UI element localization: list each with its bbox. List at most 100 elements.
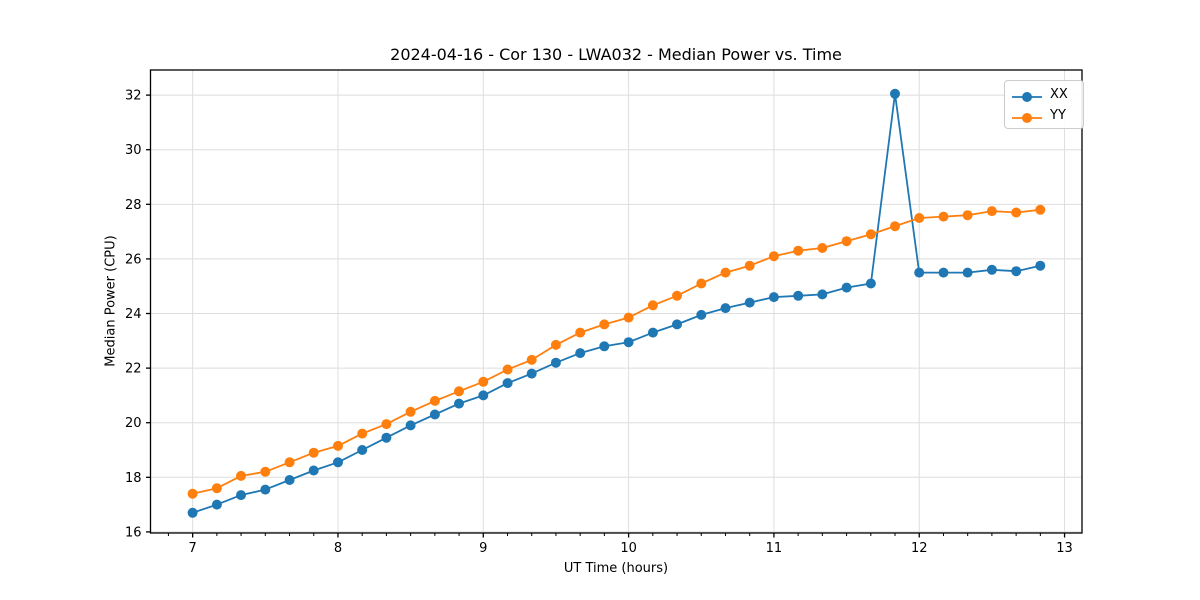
plot-border [149, 69, 1083, 534]
data-point [720, 303, 731, 314]
data-point [502, 364, 513, 375]
x-axis-label: UT Time (hours) [563, 561, 669, 576]
data-point [260, 484, 271, 495]
data-point [550, 339, 561, 350]
y-tick-label: 22 [125, 362, 142, 377]
data-point [357, 445, 368, 455]
y-tick-label: 28 [125, 198, 142, 213]
data-point [236, 470, 246, 481]
chart-title: 2024-04-16 - Cor 130 - LWA032 - Median P… [390, 45, 842, 64]
data-point [744, 260, 755, 271]
data-point [672, 319, 682, 330]
data-point [914, 267, 925, 278]
xx-line-marker-icon [1012, 88, 1042, 102]
data-point [454, 398, 464, 409]
data-point [623, 312, 634, 323]
data-point [381, 419, 392, 430]
data-point [962, 210, 973, 221]
data-point [575, 327, 586, 338]
data-point [405, 420, 416, 431]
y-tick-label: 20 [125, 416, 142, 431]
x-tick-label: 8 [334, 541, 342, 556]
y-tick-label: 18 [125, 471, 142, 486]
data-point [284, 475, 295, 485]
data-point [865, 278, 876, 289]
data-point [211, 499, 222, 510]
data-point [890, 221, 900, 232]
series-line-yy [192, 208, 1041, 495]
data-point [333, 457, 343, 468]
data-point [308, 447, 319, 458]
data-point [405, 406, 416, 417]
y-axis: 16 18 20 22 24 26 28 30 32 [125, 89, 151, 540]
data-point [817, 289, 828, 300]
data-point [841, 236, 852, 247]
legend: XX YY [1004, 80, 1084, 129]
data-point [841, 282, 852, 293]
legend-label-yy: YY [1050, 107, 1066, 123]
data-point [720, 267, 731, 278]
data-point [187, 488, 198, 499]
data-point [817, 243, 828, 253]
x-tick-label: 13 [1056, 541, 1073, 556]
x-tick-label: 7 [189, 541, 197, 556]
data-point [938, 211, 949, 222]
data-point [1035, 260, 1046, 271]
data-point [478, 376, 489, 387]
gridlines [150, 70, 1082, 533]
x-tick-label: 9 [479, 541, 487, 556]
data-point [962, 267, 973, 278]
data-point [599, 341, 610, 352]
data-point [575, 348, 586, 359]
data-point [890, 88, 900, 99]
data-point [768, 251, 779, 262]
data-point [236, 490, 246, 501]
data-point [284, 457, 295, 468]
y-tick-label: 24 [125, 307, 142, 322]
y-tick-label: 32 [125, 89, 142, 104]
series-yy [187, 204, 1046, 499]
data-point [187, 507, 198, 518]
data-point [502, 378, 513, 389]
data-point [914, 213, 925, 223]
data-point [793, 290, 804, 301]
data-point [696, 278, 707, 289]
data-point [1011, 207, 1022, 218]
y-axis-label: Median Power (CPU) [103, 235, 119, 367]
y-tick-label: 16 [125, 525, 142, 540]
x-tick-label: 12 [911, 541, 928, 556]
data-point [478, 390, 489, 401]
data-point [260, 466, 271, 477]
data-point [938, 267, 949, 278]
yy-line-marker-icon [1012, 109, 1042, 123]
data-point [599, 319, 610, 330]
y-tick-label: 30 [125, 143, 142, 158]
data-point [986, 206, 997, 217]
data-point [454, 386, 464, 397]
data-point [647, 327, 658, 338]
data-point [357, 428, 368, 439]
data-point [768, 292, 779, 303]
x-tick-label: 11 [766, 541, 783, 556]
data-point [526, 354, 537, 365]
data-point [308, 465, 319, 476]
data-point [429, 409, 440, 420]
data-point [1035, 204, 1046, 215]
data-point [550, 357, 561, 368]
data-point [1011, 266, 1022, 277]
series-xx [187, 88, 1046, 518]
data-point [381, 432, 392, 443]
x-axis: 7 8 9 10 11 12 13 [167, 533, 1073, 556]
data-point [865, 229, 876, 240]
legend-item-yy: YY [1012, 106, 1077, 124]
data-point [647, 300, 658, 311]
series-line-xx [192, 92, 1041, 514]
data-point [429, 395, 440, 406]
x-tick-label: 10 [620, 541, 637, 556]
data-point [211, 483, 222, 494]
data-point [623, 337, 634, 348]
data-point [744, 297, 755, 308]
y-tick-label: 26 [125, 252, 142, 267]
